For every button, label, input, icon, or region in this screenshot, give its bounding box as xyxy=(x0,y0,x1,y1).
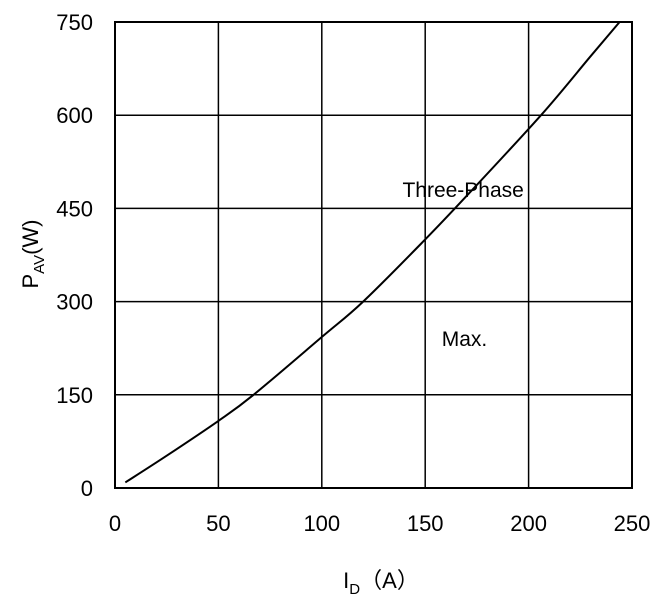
y-tick-label: 300 xyxy=(56,290,93,315)
y-tick-label: 0 xyxy=(81,476,93,501)
x-axis-label: ID（A） xyxy=(343,568,419,598)
y-axis-label-sub: AV xyxy=(31,255,48,274)
y-axis-label-main: P xyxy=(18,274,43,289)
annotations: Three-Phase Max. xyxy=(402,179,523,351)
y-tick-label: 600 xyxy=(56,103,93,128)
grid xyxy=(115,22,632,488)
series-layer xyxy=(124,21,621,484)
x-tick-label: 150 xyxy=(407,511,444,536)
x-axis-label-main: I xyxy=(343,568,349,593)
series-line xyxy=(124,21,621,484)
y-tick-label: 150 xyxy=(56,383,93,408)
plot-frame xyxy=(114,21,633,489)
y-axis-label-unit: (W) xyxy=(18,219,43,254)
annotation-label: Max. xyxy=(442,328,488,351)
tick-labels: 0 50 100 150 200 250 0 150 300 450 600 750 xyxy=(56,10,650,536)
x-axis-label-sub: D xyxy=(349,581,360,598)
x-tick-label: 50 xyxy=(206,511,230,536)
x-tick-label: 250 xyxy=(614,511,651,536)
x-tick-label: 0 xyxy=(109,511,121,536)
y-tick-label: 750 xyxy=(56,10,93,35)
x-axis-label-unit: （A） xyxy=(360,568,419,593)
x-tick-label: 200 xyxy=(510,511,547,536)
y-axis-label: PAV(W) xyxy=(18,219,48,288)
y-tick-label: 450 xyxy=(56,196,93,221)
x-tick-label: 100 xyxy=(303,511,340,536)
annotation-label: Three-Phase xyxy=(402,179,523,202)
